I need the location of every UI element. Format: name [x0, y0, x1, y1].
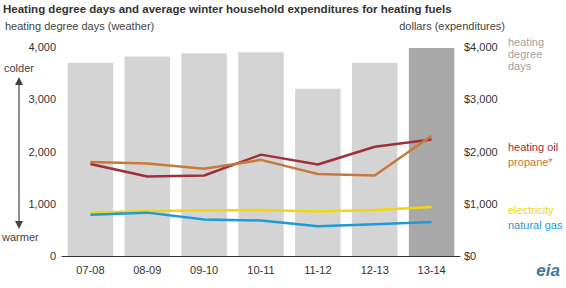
svg-text:dollars (expenditures): dollars (expenditures)	[399, 20, 505, 32]
svg-text:colder: colder	[4, 62, 34, 74]
svg-text:propane*: propane*	[508, 156, 553, 168]
svg-text:Heating degree days and averag: Heating degree days and average winter h…	[3, 3, 452, 15]
svg-text:electricity: electricity	[508, 204, 554, 216]
svg-text:heating: heating	[508, 36, 547, 48]
svg-text:13-14: 13-14	[418, 264, 446, 276]
svg-text:heating oil: heating oil	[508, 141, 558, 153]
svg-text:09-10: 09-10	[190, 264, 218, 276]
svg-text:$1,000: $1,000	[464, 198, 498, 210]
svg-text:$4,000: $4,000	[464, 41, 498, 53]
svg-text:08-09: 08-09	[133, 264, 161, 276]
svg-text:$0: $0	[464, 250, 476, 262]
svg-text:$3,000: $3,000	[464, 93, 498, 105]
svg-text:3,000: 3,000	[28, 93, 56, 105]
svg-text:eia: eia	[536, 261, 560, 280]
svg-text:warmer: warmer	[1, 231, 39, 243]
svg-text:12-13: 12-13	[361, 264, 389, 276]
svg-text:0: 0	[50, 250, 56, 262]
svg-text:natural gas: natural gas	[508, 219, 563, 231]
svg-text:4,000: 4,000	[28, 41, 56, 53]
svg-text:degree: degree	[508, 48, 545, 60]
svg-text:heating degree days (weather): heating degree days (weather)	[5, 20, 154, 32]
svg-text:1,000: 1,000	[28, 198, 56, 210]
svg-text:2,000: 2,000	[28, 146, 56, 158]
svg-text:07-08: 07-08	[76, 264, 104, 276]
svg-text:days: days	[508, 60, 532, 72]
svg-text:10-11: 10-11	[247, 264, 274, 276]
svg-text:$2,000: $2,000	[464, 146, 498, 158]
svg-text:11-12: 11-12	[304, 264, 331, 276]
